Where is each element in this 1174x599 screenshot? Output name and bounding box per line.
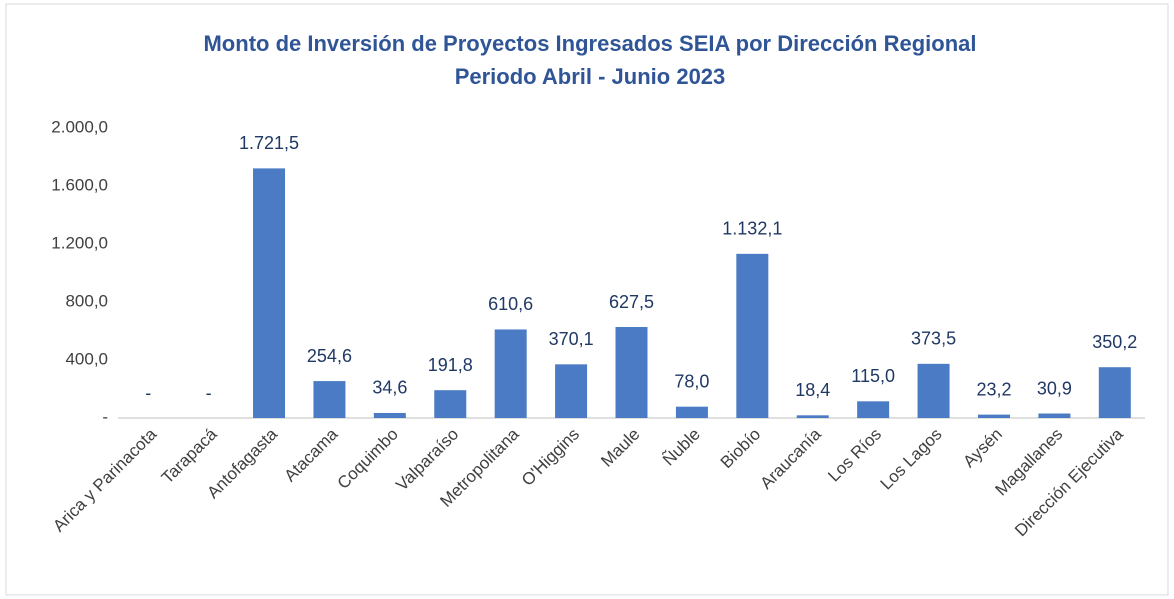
value-label: 18,4 bbox=[795, 380, 830, 400]
bar bbox=[796, 415, 829, 418]
chart-title: Monto de Inversión de Proyectos Ingresad… bbox=[203, 31, 976, 56]
value-label: 370,1 bbox=[549, 329, 594, 349]
bar bbox=[494, 329, 527, 418]
value-label: - bbox=[145, 383, 151, 403]
bar bbox=[736, 253, 769, 418]
y-tick-label: 1.200,0 bbox=[51, 233, 108, 252]
value-label: 373,5 bbox=[911, 329, 956, 349]
bar bbox=[555, 364, 588, 418]
bar bbox=[434, 390, 467, 418]
value-label: 627,5 bbox=[609, 292, 654, 312]
bar bbox=[917, 363, 950, 418]
bar bbox=[1098, 367, 1131, 418]
value-label: 1.721,5 bbox=[239, 133, 299, 153]
y-tick-label: - bbox=[102, 407, 108, 426]
value-label: 1.132,1 bbox=[722, 219, 782, 239]
value-label: 34,6 bbox=[372, 378, 407, 398]
y-tick-label: 1.600,0 bbox=[51, 175, 108, 194]
value-label: 78,0 bbox=[674, 371, 709, 391]
value-label: 350,2 bbox=[1092, 332, 1137, 352]
chart-subtitle: Periodo Abril - Junio 2023 bbox=[455, 64, 726, 89]
bar bbox=[373, 412, 406, 418]
bar bbox=[615, 327, 648, 418]
y-tick-label: 2.000,0 bbox=[51, 117, 108, 136]
value-label: 30,9 bbox=[1037, 378, 1072, 398]
y-tick-label: 400,0 bbox=[65, 349, 108, 368]
chart-frame bbox=[5, 3, 1169, 596]
value-label: 610,6 bbox=[488, 294, 533, 314]
value-label: 191,8 bbox=[428, 355, 473, 375]
value-label: 23,2 bbox=[976, 379, 1011, 399]
value-label: 115,0 bbox=[851, 366, 895, 386]
bar bbox=[1038, 413, 1071, 418]
bar bbox=[253, 168, 286, 418]
bar bbox=[313, 381, 346, 418]
value-label: - bbox=[206, 383, 212, 403]
bar bbox=[977, 414, 1010, 418]
bar bbox=[675, 406, 708, 418]
value-label: 254,6 bbox=[307, 346, 352, 366]
bar bbox=[857, 401, 890, 418]
y-tick-label: 800,0 bbox=[65, 291, 108, 310]
